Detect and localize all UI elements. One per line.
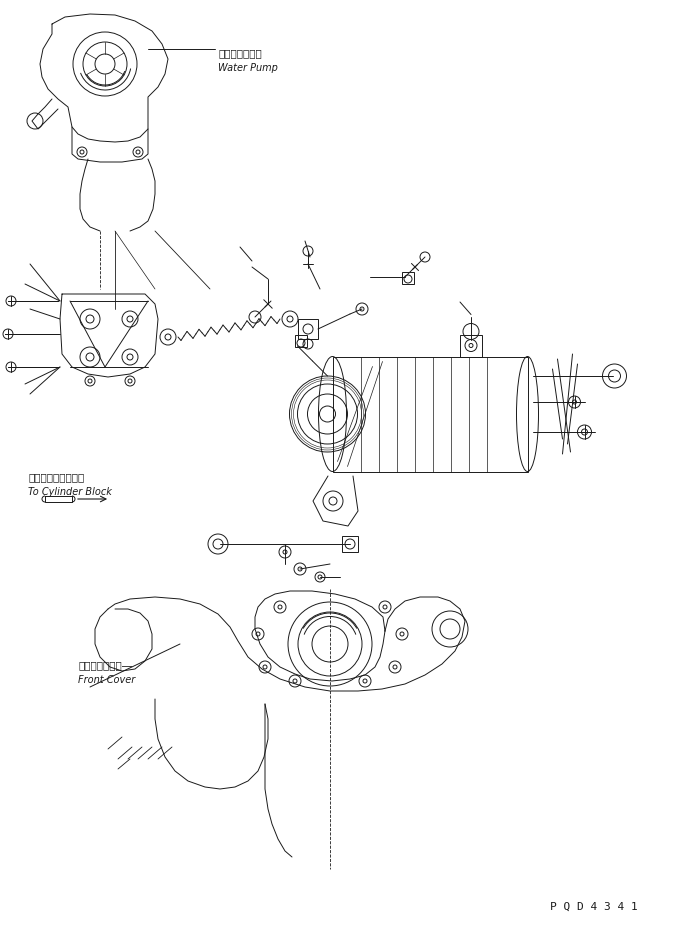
Bar (402, 273, 414, 285)
Bar (342, 537, 358, 552)
Text: To Cylinder Block: To Cylinder Block (28, 487, 112, 497)
Text: Front Cover: Front Cover (78, 674, 135, 684)
Text: P Q D 4 3 4 1: P Q D 4 3 4 1 (551, 901, 638, 911)
Text: シリンダブロックへ: シリンダブロックへ (28, 472, 84, 481)
Bar (295, 336, 307, 348)
Bar (332, 357, 528, 472)
Bar (298, 320, 318, 339)
Bar (460, 336, 482, 357)
Text: Water Pump: Water Pump (218, 63, 278, 73)
Text: ウォータポンプ: ウォータポンプ (218, 48, 262, 57)
Text: フロントカバー―: フロントカバー― (78, 659, 132, 669)
